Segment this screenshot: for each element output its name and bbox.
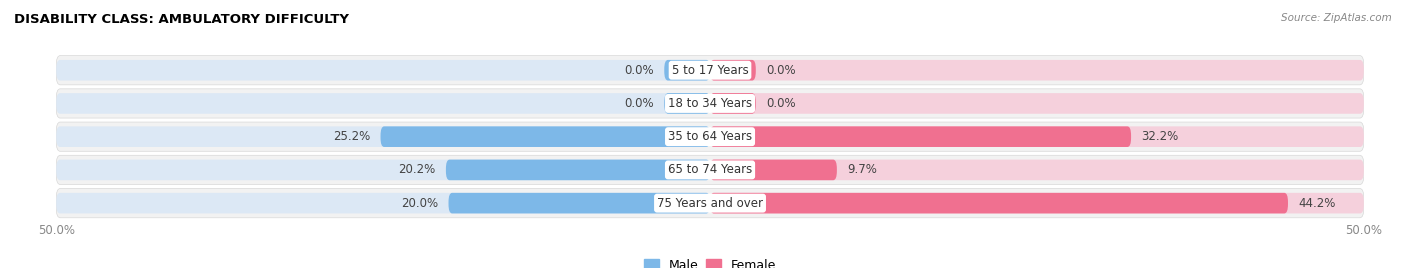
Text: Source: ZipAtlas.com: Source: ZipAtlas.com	[1281, 13, 1392, 23]
Text: 9.7%: 9.7%	[848, 163, 877, 176]
Text: 0.0%: 0.0%	[624, 97, 654, 110]
FancyBboxPatch shape	[664, 93, 710, 114]
Text: 0.0%: 0.0%	[624, 64, 654, 77]
FancyBboxPatch shape	[56, 193, 710, 213]
Legend: Male, Female: Male, Female	[644, 259, 776, 268]
FancyBboxPatch shape	[56, 155, 1364, 185]
FancyBboxPatch shape	[446, 160, 710, 180]
Text: 20.0%: 20.0%	[401, 197, 439, 210]
FancyBboxPatch shape	[56, 126, 710, 147]
FancyBboxPatch shape	[710, 93, 1364, 114]
Text: 32.2%: 32.2%	[1142, 130, 1178, 143]
FancyBboxPatch shape	[56, 160, 710, 180]
Text: 0.0%: 0.0%	[766, 97, 796, 110]
FancyBboxPatch shape	[710, 160, 1364, 180]
FancyBboxPatch shape	[56, 188, 1364, 218]
FancyBboxPatch shape	[56, 89, 1364, 118]
Text: 0.0%: 0.0%	[766, 64, 796, 77]
FancyBboxPatch shape	[381, 126, 710, 147]
FancyBboxPatch shape	[710, 193, 1364, 213]
Text: 20.2%: 20.2%	[398, 163, 436, 176]
FancyBboxPatch shape	[56, 93, 710, 114]
FancyBboxPatch shape	[710, 60, 756, 80]
Text: 5 to 17 Years: 5 to 17 Years	[672, 64, 748, 77]
FancyBboxPatch shape	[56, 60, 710, 80]
FancyBboxPatch shape	[56, 122, 1364, 151]
FancyBboxPatch shape	[710, 60, 1364, 80]
Text: 65 to 74 Years: 65 to 74 Years	[668, 163, 752, 176]
Text: 44.2%: 44.2%	[1298, 197, 1336, 210]
FancyBboxPatch shape	[449, 193, 710, 213]
Text: 35 to 64 Years: 35 to 64 Years	[668, 130, 752, 143]
FancyBboxPatch shape	[710, 126, 1130, 147]
Text: 18 to 34 Years: 18 to 34 Years	[668, 97, 752, 110]
Text: 25.2%: 25.2%	[333, 130, 370, 143]
FancyBboxPatch shape	[56, 55, 1364, 85]
FancyBboxPatch shape	[664, 60, 710, 80]
FancyBboxPatch shape	[710, 193, 1288, 213]
FancyBboxPatch shape	[710, 160, 837, 180]
Text: DISABILITY CLASS: AMBULATORY DIFFICULTY: DISABILITY CLASS: AMBULATORY DIFFICULTY	[14, 13, 349, 27]
FancyBboxPatch shape	[710, 126, 1364, 147]
FancyBboxPatch shape	[710, 93, 756, 114]
Text: 75 Years and over: 75 Years and over	[657, 197, 763, 210]
